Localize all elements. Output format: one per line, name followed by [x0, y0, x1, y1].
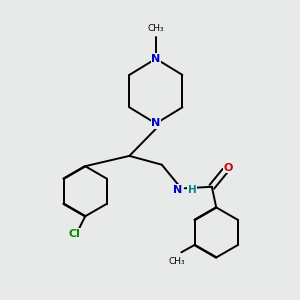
Text: CH₃: CH₃ [148, 24, 164, 33]
Text: N: N [151, 118, 160, 128]
Text: Cl: Cl [69, 229, 81, 239]
Text: CH₃: CH₃ [169, 257, 185, 266]
Text: N: N [173, 185, 182, 195]
Text: H: H [188, 185, 197, 195]
Text: O: O [223, 163, 233, 173]
Text: N: N [151, 54, 160, 64]
